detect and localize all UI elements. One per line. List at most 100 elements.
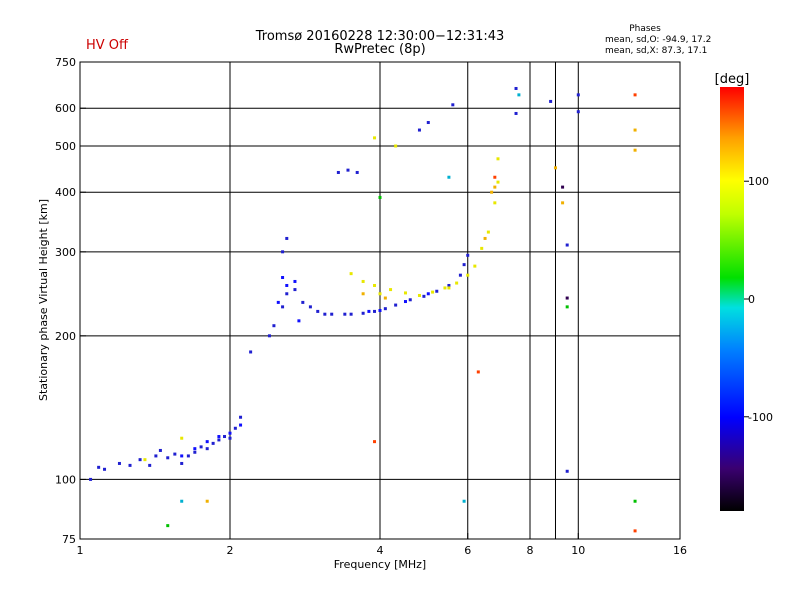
data-point <box>285 283 289 287</box>
data-point <box>447 175 451 179</box>
data-point <box>199 445 203 449</box>
data-point <box>378 195 382 199</box>
data-point <box>285 292 289 296</box>
data-point <box>316 309 320 313</box>
data-point <box>549 99 553 103</box>
data-point <box>228 436 232 440</box>
data-point <box>180 461 184 465</box>
data-point <box>480 246 484 250</box>
colorbar <box>720 87 744 511</box>
data-point <box>180 436 184 440</box>
data-point <box>458 273 462 277</box>
data-point <box>462 499 466 503</box>
y-tick-label: 300 <box>55 246 76 259</box>
data-point <box>272 324 276 328</box>
data-point <box>490 190 494 194</box>
data-point <box>378 292 382 296</box>
data-points <box>89 86 637 533</box>
data-point <box>148 463 152 467</box>
data-point <box>373 440 377 444</box>
data-point <box>166 456 170 460</box>
data-point <box>473 264 477 268</box>
x-tick-label: 2 <box>227 544 234 557</box>
data-point <box>193 447 197 451</box>
data-point <box>128 463 132 467</box>
data-point <box>486 230 490 234</box>
data-point <box>383 307 387 311</box>
data-point <box>394 303 398 307</box>
chart-subtitle: RwPretec (8p) <box>334 42 425 57</box>
data-point <box>186 454 190 458</box>
data-point <box>301 300 305 304</box>
data-point <box>143 458 147 462</box>
data-point <box>233 426 237 430</box>
y-tick-label: 75 <box>62 533 76 546</box>
data-point <box>514 111 518 115</box>
data-point <box>483 236 487 240</box>
data-point <box>451 103 455 107</box>
data-point <box>154 454 158 458</box>
data-point <box>349 272 353 276</box>
data-point <box>633 499 637 503</box>
data-point <box>239 415 243 419</box>
data-point <box>205 447 209 451</box>
data-point <box>476 370 480 374</box>
data-point <box>561 201 565 205</box>
data-point <box>565 243 569 247</box>
data-point <box>180 454 184 458</box>
data-point <box>361 292 365 296</box>
data-point <box>293 288 297 292</box>
x-tick-label: 6 <box>464 544 471 557</box>
data-point <box>373 309 377 313</box>
data-point <box>173 452 177 456</box>
data-point <box>361 279 365 283</box>
data-point <box>422 294 426 298</box>
data-point <box>576 93 580 97</box>
data-point <box>103 467 107 471</box>
y-tick-label: 400 <box>55 186 76 199</box>
data-point <box>565 469 569 473</box>
data-point <box>565 296 569 300</box>
data-point <box>308 305 312 309</box>
y-tick-label: 750 <box>55 56 76 69</box>
data-point <box>217 435 221 439</box>
hv-status-label: HV Off <box>86 38 129 53</box>
data-point <box>553 166 557 170</box>
x-axis-label: Frequency [MHz] <box>334 558 426 571</box>
data-point <box>426 121 430 125</box>
data-point <box>417 293 421 297</box>
data-point <box>249 350 253 354</box>
data-point <box>193 450 197 454</box>
colorbar-tick-label: 0 <box>748 293 755 306</box>
data-point <box>496 180 500 184</box>
data-point <box>403 291 407 295</box>
grid-layer <box>80 62 680 539</box>
data-point <box>281 250 285 254</box>
data-point <box>383 296 387 300</box>
data-point <box>97 465 101 469</box>
data-point <box>158 448 162 452</box>
data-point <box>293 279 297 283</box>
data-point <box>403 300 407 304</box>
data-point <box>378 308 382 312</box>
y-tick-label: 200 <box>55 330 76 343</box>
data-point <box>228 431 232 435</box>
colorbar-tick-label: 100 <box>748 175 769 188</box>
data-point <box>223 435 227 439</box>
data-point <box>408 298 412 302</box>
data-point <box>517 93 521 97</box>
data-point <box>330 312 334 316</box>
data-point <box>180 499 184 503</box>
data-point <box>205 499 209 503</box>
data-point <box>373 136 377 140</box>
x-tick-label: 4 <box>377 544 384 557</box>
data-point <box>389 288 393 292</box>
data-point <box>343 312 347 316</box>
data-point <box>281 305 285 309</box>
data-point <box>493 201 497 205</box>
data-point <box>276 300 280 304</box>
data-point <box>633 128 637 132</box>
data-point <box>323 312 327 316</box>
